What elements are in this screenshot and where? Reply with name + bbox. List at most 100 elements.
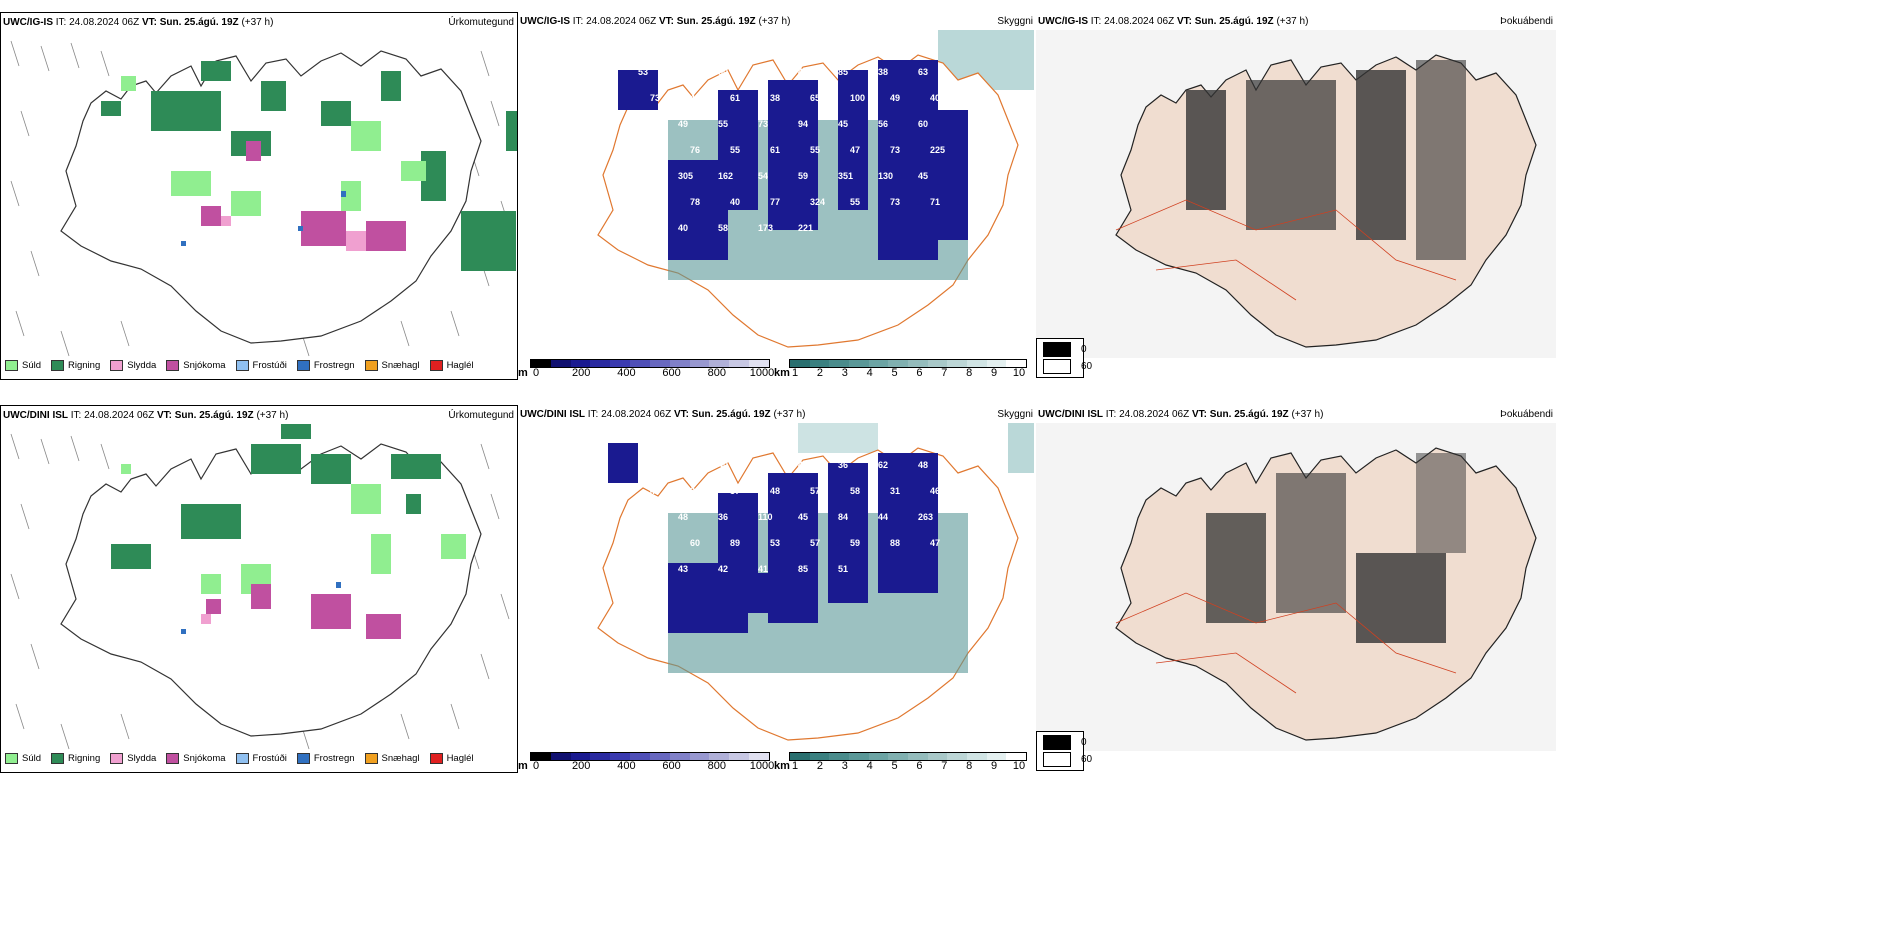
fog-swatch xyxy=(1043,359,1071,374)
cloud-base-label: 49 xyxy=(890,93,900,103)
fog-legend-item: 0 xyxy=(1043,735,1087,750)
colorbar-cell xyxy=(630,753,650,760)
cloud-visibility-panel-1: UWC/IG-IS IT: 24.08.2024 06Z VT: Sun. 25… xyxy=(518,12,1036,380)
colorbar-cell xyxy=(550,753,571,760)
cloud-base-label: 94 xyxy=(798,119,808,129)
cloud-base-label: 225 xyxy=(930,145,945,155)
cloud-base-label: 45 xyxy=(638,460,648,470)
cloud-base-label: 45 xyxy=(918,171,928,181)
colorbar-tick: 2 xyxy=(816,367,823,379)
cloud-base-label: 60 xyxy=(918,119,928,129)
colorbar-cell xyxy=(809,360,830,367)
panel-title: Úrkomutegund xyxy=(448,410,514,421)
cloud-base-label: 43 xyxy=(650,145,660,155)
cloud-base-label: 221 xyxy=(798,223,813,233)
fog-index-panel-2: UWC/DINI ISL IT: 24.08.2024 06Z VT: Sun.… xyxy=(1036,405,1556,773)
colorbar-cell xyxy=(749,753,769,760)
cloud-base-label: 48 xyxy=(770,486,780,496)
colorbar-cell xyxy=(709,360,730,367)
cloud-base-label: 46 xyxy=(930,486,940,496)
legend-swatch xyxy=(51,753,65,764)
legend-item-sleet: Slydda xyxy=(110,360,156,371)
cloud-base-label: 305 xyxy=(678,171,693,181)
visibility-colorbar: km 1 2 3 4 5 6 7 8 9 10 xyxy=(774,359,1036,380)
colorbar-tick: 4 xyxy=(866,760,873,772)
colorbar-tick: 8 xyxy=(966,367,973,379)
cloud-base-label: 40 xyxy=(678,223,688,233)
legend-item-snow: Snjókoma xyxy=(166,753,226,764)
colorbar-cell xyxy=(927,360,948,367)
colorbar-tick: 0 xyxy=(532,760,540,772)
cloud-base-label: 88 xyxy=(890,538,900,548)
cloud-base-label: 62 xyxy=(878,460,888,470)
colorbar-cell xyxy=(888,360,908,367)
legend-item-rain: Rigning xyxy=(51,753,100,764)
legend-swatch xyxy=(110,360,124,371)
precip-type-panel-1: UWC/IG-IS IT: 24.08.2024 06Z VT: Sun. 25… xyxy=(0,12,518,380)
fog-swatch xyxy=(1043,735,1071,750)
colorbar-tick: 6 xyxy=(916,367,923,379)
colorbar-cell xyxy=(590,360,611,367)
cloud-base-label: 78 xyxy=(690,197,700,207)
cloud-base-label: 47 xyxy=(930,538,940,548)
cloud-visibility-panel-2: UWC/DINI ISL IT: 24.08.2024 06Z VT: Sun.… xyxy=(518,405,1036,773)
colorbar-tick: 5 xyxy=(891,367,898,379)
colorbar-tick: 10 xyxy=(1012,367,1026,379)
legend-swatch xyxy=(5,753,18,764)
colorbar-cell xyxy=(966,753,987,760)
cloud-base-label: 110 xyxy=(758,512,773,522)
colorbar-unit: m xyxy=(518,367,528,379)
colorbar-tick: 3 xyxy=(841,760,848,772)
colorbar-cells xyxy=(530,359,770,368)
colorbar-cell xyxy=(531,360,551,367)
colorbar-tick: 800 xyxy=(707,367,726,379)
colorbar-tick: 200 xyxy=(572,367,591,379)
precip-type-map xyxy=(10,40,517,357)
colorbar-tick: 400 xyxy=(617,760,636,772)
colorbar-tick: 1 xyxy=(791,760,799,772)
colorbar-cell xyxy=(927,753,948,760)
colorbar-cell xyxy=(649,360,670,367)
colorbar-cell xyxy=(649,753,670,760)
cloud-base-label: 73 xyxy=(650,93,660,103)
cloud-base-label: 43 xyxy=(678,564,688,574)
cloud-base-label: 47 xyxy=(850,145,860,155)
legend-swatch xyxy=(166,753,180,764)
legend-item-rain: Rigning xyxy=(51,360,100,371)
fog-legend-item: 60 xyxy=(1043,752,1092,767)
fog-index-map xyxy=(1036,30,1556,358)
colorbar-tick: 9 xyxy=(991,760,998,772)
precip-legend: Súld Rigning Slydda Snjókoma Frostúði Fr… xyxy=(5,360,474,371)
cloud-base-label: 48 xyxy=(678,512,688,522)
panel-title: Þokuábendi xyxy=(1500,409,1553,420)
precip-legend: Súld Rigning Slydda Snjókoma Frostúði Fr… xyxy=(5,753,474,764)
cloud-base-label: 61 xyxy=(770,145,780,155)
cloud-base-label: 55 xyxy=(678,67,688,77)
colorbar-tick: 400 xyxy=(617,367,636,379)
cloud-base-label: 55 xyxy=(850,197,860,207)
colorbar-unit: km xyxy=(774,367,790,379)
cloud-base-label: 69 xyxy=(638,223,648,233)
cloud-base-label: 52 xyxy=(638,564,648,574)
panel-header: UWC/DINI ISL IT: 24.08.2024 06Z VT: Sun.… xyxy=(1038,409,1324,420)
legend-swatch xyxy=(5,360,18,371)
cloud-base-label: 324 xyxy=(810,197,825,207)
cloud-base-label: 53 xyxy=(650,538,660,548)
colorbar-cell xyxy=(848,753,869,760)
colorbar-cell xyxy=(630,360,650,367)
cloud-base-label: 35 xyxy=(758,460,768,470)
colorbar-cell xyxy=(610,753,631,760)
colorbar-tick: 8 xyxy=(966,760,973,772)
precip-type-panel-2: UWC/DINI ISL IT: 24.08.2024 06Z VT: Sun.… xyxy=(0,405,518,773)
cloud-base-labels: 45 48 40 35 49 36 62 48 49 39 37 48 57 58 31 46 45 48 36 11… xyxy=(638,460,940,574)
cloud-base-label: 84 xyxy=(838,512,848,522)
colorbar-cell xyxy=(709,753,730,760)
colorbar-cell xyxy=(570,753,591,760)
cloud-base-label: 162 xyxy=(718,171,733,181)
cloud-base-label: 351 xyxy=(838,171,853,181)
cloud-base-label: 73 xyxy=(758,119,768,129)
panel-title: Þokuábendi xyxy=(1500,16,1553,27)
legend-item-sleet: Slydda xyxy=(110,753,156,764)
cloud-base-label: 36 xyxy=(718,512,728,522)
cloud-base-label: 49 xyxy=(690,93,700,103)
